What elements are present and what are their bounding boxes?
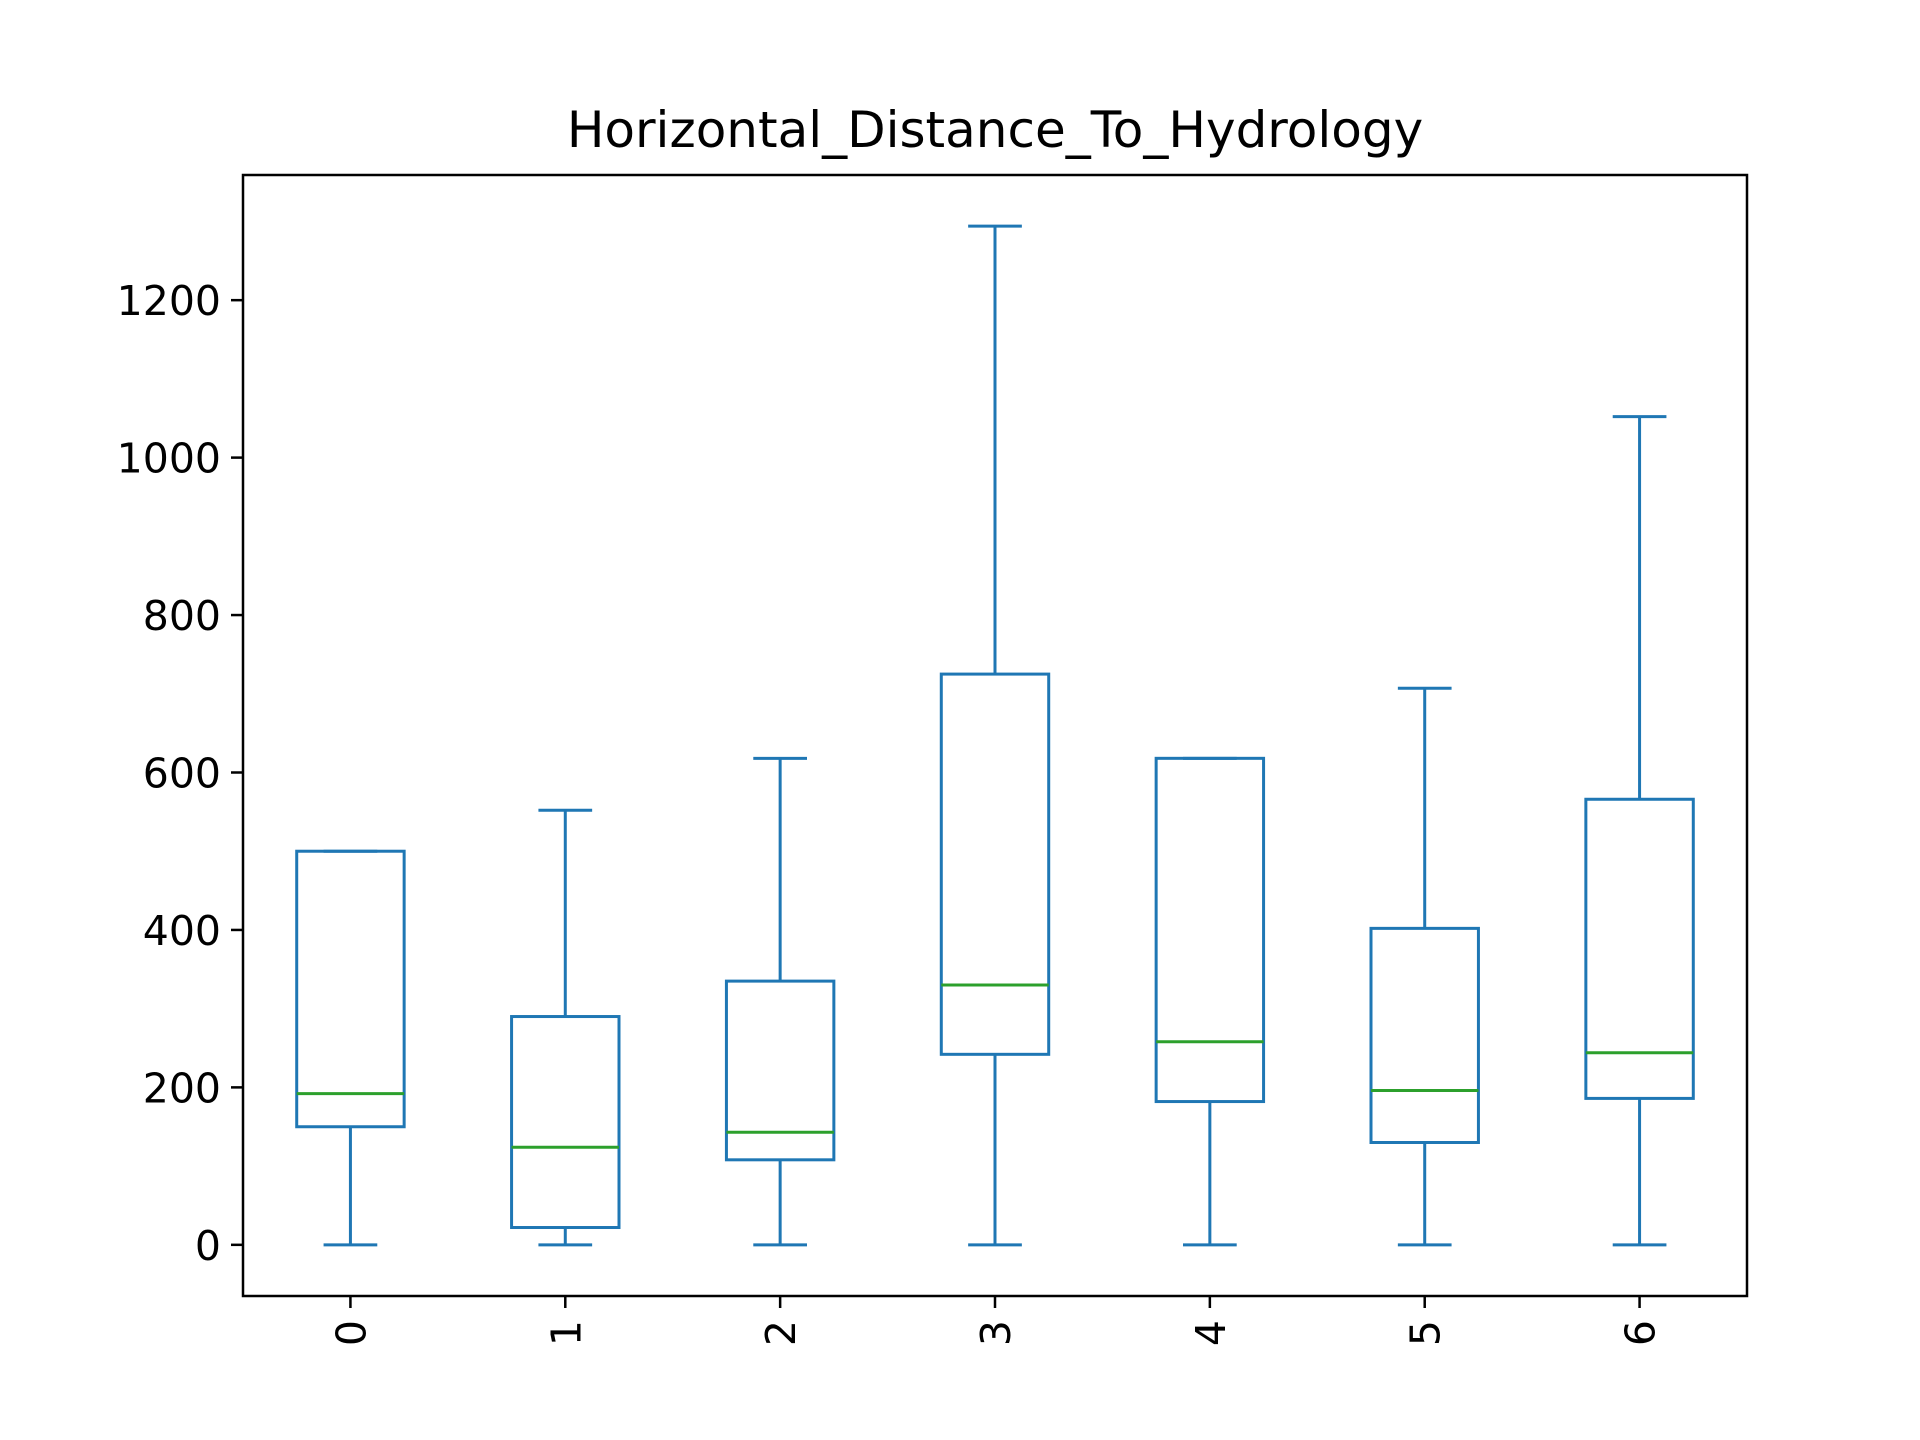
box-2 — [724, 756, 836, 1247]
y-tick-label: 0 — [195, 1222, 221, 1270]
box-3 — [939, 224, 1051, 1247]
box-6 — [1584, 415, 1695, 1247]
iqr-box — [1584, 797, 1695, 1100]
box-5 — [1369, 686, 1480, 1247]
box-0 — [295, 849, 406, 1247]
iqr-box — [1369, 926, 1480, 1144]
iqr-box — [295, 849, 406, 1129]
x-tick-label: 6 — [1617, 1320, 1665, 1346]
box-1 — [510, 808, 621, 1247]
box-4 — [1154, 756, 1266, 1247]
x-tick-label: 5 — [1402, 1320, 1450, 1346]
iqr-box — [510, 1015, 621, 1230]
x-tick-label: 2 — [757, 1320, 805, 1346]
y-tick-label: 800 — [143, 592, 221, 640]
y-tick-label: 1000 — [117, 435, 221, 483]
y-tick-label: 600 — [143, 749, 221, 797]
iqr-box — [939, 672, 1051, 1056]
y-axis: 0 200 400 600 800 1000 1200 — [117, 277, 243, 1270]
y-tick-label: 400 — [143, 907, 221, 955]
iqr-box — [724, 979, 836, 1162]
y-tick-label: 200 — [143, 1064, 221, 1112]
chart-title: Horizontal_Distance_To_Hydrology — [567, 101, 1423, 159]
x-axis: 0 1 2 3 4 5 6 — [327, 1296, 1665, 1346]
plot-area — [295, 224, 1695, 1247]
x-tick-label: 1 — [542, 1320, 590, 1346]
x-tick-label: 3 — [972, 1320, 1020, 1346]
y-tick-label: 1200 — [117, 277, 221, 325]
x-tick-label: 0 — [327, 1320, 375, 1346]
iqr-box — [1154, 756, 1266, 1104]
x-tick-label: 4 — [1187, 1320, 1235, 1346]
